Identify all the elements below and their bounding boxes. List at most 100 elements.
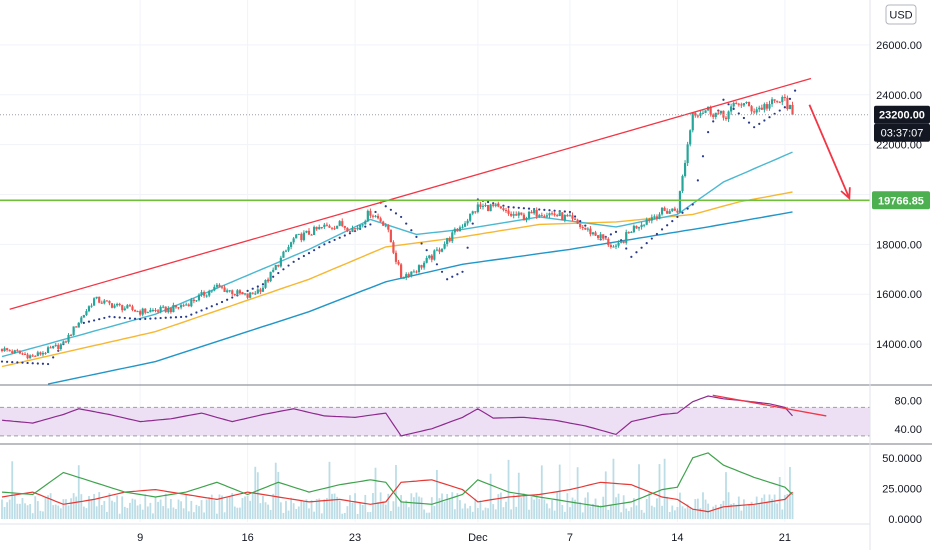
sar-dot [630,255,633,258]
candle-body [174,304,178,308]
candle-body [415,271,418,273]
candle-body [315,226,318,230]
volume-bar [676,506,679,519]
volume-bar [300,500,303,519]
volume-bar [686,504,689,519]
volume-bar [410,493,413,519]
sar-dot [215,303,218,306]
volume-bar [717,507,720,519]
candle-body [676,210,679,213]
sar-dot [348,232,352,235]
volume-bar [121,496,124,519]
ascending-trendline[interactable] [9,77,812,310]
ma-slow-line [47,211,793,385]
volume-bar [745,506,748,519]
volume-bar [346,506,349,519]
volume-bar [625,508,628,519]
volume-bar [773,494,776,519]
volume-bar [11,461,14,519]
candle-body [133,309,137,312]
volume-bar [228,496,231,519]
volume-bar [313,511,316,519]
sar-dot [758,122,761,125]
candle-body [41,352,45,355]
candle-body [156,310,160,312]
candle-body [269,271,272,282]
volume-bar [671,505,674,519]
candle-body [241,293,244,295]
volume-bar [57,505,60,519]
candle-body [494,204,497,206]
volume-bar [476,507,479,519]
candle-body [185,304,188,306]
volume-bar [443,501,446,519]
candle-body [75,326,78,328]
volume-bar [548,508,551,519]
sar-dot [0,360,4,363]
candle-body [300,233,303,241]
candle-body [504,210,508,212]
volume-bar [318,498,321,519]
candle-body [499,206,502,209]
sar-dot [272,275,275,278]
rsi-divergence-line[interactable] [712,394,827,417]
candle-body [249,292,252,298]
projection-arrow-shaft[interactable] [808,104,851,199]
candle-body [596,235,600,238]
candle-body [727,111,730,120]
volume-bar [364,494,367,519]
volume-bar [405,500,408,519]
candle-body [85,311,88,316]
candle-body [190,299,193,307]
sar-dot [778,109,781,112]
volume-bar [551,500,553,519]
volume-bar [584,497,587,519]
volume-bar [21,497,24,519]
volume-bar [679,492,681,519]
volume-bar [134,499,136,519]
candle-body [627,232,630,234]
volume-bar [24,503,26,519]
volume-bar [331,493,333,519]
candle-body [612,246,615,248]
candle-body [116,303,119,306]
volume-bar [361,504,364,519]
volume-bar [673,510,676,519]
volume-bar [753,504,756,519]
volume-bar [392,501,395,519]
candle-body [556,215,559,217]
candle-body [637,227,641,229]
candle-body [701,112,705,114]
volume-bar [609,505,612,519]
candle-body [6,348,9,350]
candle-body [566,215,569,217]
sar-dot [231,296,234,299]
sar-dot [410,229,413,232]
volume-bar [52,505,55,519]
candle-body [203,292,206,296]
volume-bar [456,493,459,519]
sar-dot [763,119,766,122]
sar-dot [93,319,96,322]
volume-bar [689,507,692,519]
candle-body [753,111,756,113]
price-tick-label: 26000.00 [876,40,922,52]
currency-button[interactable]: USD [885,4,917,25]
sar-dot [169,316,172,319]
candle-body [712,114,715,118]
volume-bar [420,497,423,519]
candle-body [776,100,779,102]
candle-body [443,243,446,249]
candle-body [254,293,257,295]
sar-dot [492,202,495,205]
candle-body [724,117,728,120]
volume-bar [239,507,241,519]
candle-body [34,355,37,357]
volume-bar [461,508,464,519]
volume-bar [766,502,768,519]
candle-body [730,106,733,112]
support-price-badge[interactable] [872,191,930,210]
sar-dot [517,206,520,209]
volume-bar [223,512,226,519]
